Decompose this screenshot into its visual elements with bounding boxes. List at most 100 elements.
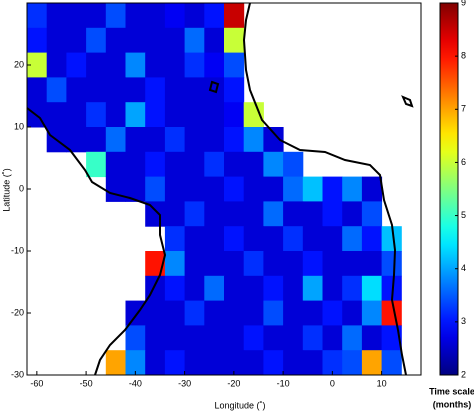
colorbar-tick-label: 2 — [461, 369, 466, 379]
cell — [184, 27, 205, 54]
y-tick-label: -10 — [11, 245, 24, 255]
cell — [27, 52, 48, 78]
cell — [125, 52, 146, 78]
cell — [184, 77, 205, 103]
cell — [243, 151, 264, 178]
cell — [105, 52, 126, 78]
cell — [164, 226, 186, 252]
cell — [283, 201, 304, 227]
cell — [342, 201, 363, 227]
cell — [342, 226, 363, 252]
cell — [243, 102, 264, 128]
cell — [283, 325, 304, 351]
cell — [224, 102, 245, 128]
cell — [224, 77, 245, 103]
cell — [27, 27, 48, 54]
cell — [322, 201, 343, 227]
cell — [125, 325, 146, 351]
cell — [125, 151, 146, 178]
cell — [204, 127, 225, 153]
cell — [184, 275, 205, 302]
cell — [145, 52, 166, 78]
x-tick-label: -20 — [227, 378, 240, 388]
y-tick-label: 10 — [14, 121, 24, 131]
cell — [302, 300, 323, 326]
colorbar-tick-label: 4 — [461, 263, 466, 273]
cell — [263, 127, 284, 153]
cell — [145, 127, 166, 153]
cell — [145, 3, 166, 29]
cell — [342, 325, 363, 351]
cell — [46, 52, 67, 78]
cell — [322, 300, 343, 326]
cell — [204, 77, 225, 103]
cell — [243, 201, 264, 227]
cell — [263, 176, 284, 202]
cell — [302, 325, 323, 351]
cell — [283, 300, 304, 326]
cell — [86, 151, 107, 178]
colorbar-label: Time scale — [429, 386, 474, 396]
cell — [381, 226, 402, 252]
cell — [125, 127, 146, 153]
cell — [243, 176, 264, 202]
cell — [342, 176, 363, 202]
cell — [184, 3, 205, 29]
x-tick-label: -50 — [80, 378, 93, 388]
cell — [145, 27, 166, 54]
cell — [322, 275, 343, 302]
cell — [66, 77, 87, 103]
y-tick-label: -30 — [11, 369, 24, 379]
cell — [263, 201, 284, 227]
cell — [27, 77, 48, 103]
cell — [66, 3, 87, 29]
colorbar-tick-label: 7 — [461, 104, 466, 114]
heatmap-cells — [27, 3, 402, 376]
cell — [361, 350, 383, 376]
cell — [204, 3, 225, 29]
colorbar-tick-label: 5 — [461, 210, 466, 220]
cell — [204, 102, 225, 128]
cell — [224, 226, 245, 252]
cell — [204, 325, 225, 351]
cell — [263, 275, 284, 302]
cell — [302, 350, 323, 376]
cell — [381, 251, 402, 277]
cell — [381, 300, 402, 326]
cell — [27, 3, 48, 29]
cell — [105, 3, 126, 29]
cell — [381, 350, 402, 376]
cell — [204, 176, 225, 202]
cell — [204, 251, 225, 277]
cell — [86, 102, 107, 128]
colorbar — [439, 2, 459, 376]
cell — [224, 27, 245, 54]
cell — [243, 127, 264, 153]
colorbar-label: (months) — [433, 399, 472, 409]
cell — [105, 77, 126, 103]
cell — [145, 176, 166, 202]
cell — [145, 77, 166, 103]
cell — [361, 251, 383, 277]
cell — [302, 201, 323, 227]
cell — [204, 275, 225, 302]
cell — [164, 52, 186, 78]
cell — [361, 325, 383, 351]
cell — [361, 300, 383, 326]
colorbar-tick-label: 6 — [461, 157, 466, 167]
cell — [361, 201, 383, 227]
island — [401, 95, 414, 108]
cell — [224, 251, 245, 277]
cell — [105, 176, 126, 202]
cell — [66, 127, 87, 153]
cell — [322, 176, 343, 202]
cell — [204, 52, 225, 78]
cell — [125, 176, 146, 202]
cell — [46, 27, 67, 54]
cell — [263, 350, 284, 376]
cell — [322, 350, 343, 376]
cell — [86, 127, 107, 153]
cell — [283, 226, 304, 252]
cell — [184, 201, 205, 227]
